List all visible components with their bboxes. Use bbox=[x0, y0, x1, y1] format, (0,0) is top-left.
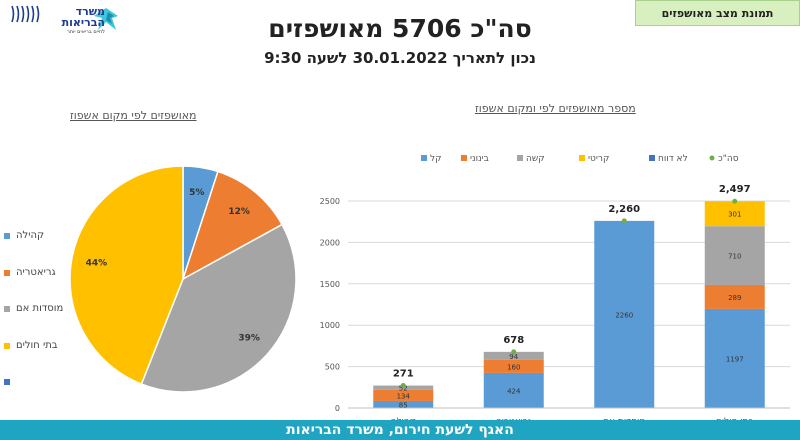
bar-chart-title: מספר מאושפזים לפי ומקום אשפוז bbox=[475, 102, 636, 115]
bar-segment-label: 301 bbox=[728, 211, 741, 219]
legend-swatch bbox=[4, 306, 10, 312]
legend-label: סה"כ bbox=[718, 154, 739, 164]
bar-segment-label: 160 bbox=[507, 363, 520, 371]
logo-line2: הבריאות bbox=[61, 16, 105, 29]
bar-segment-label: 134 bbox=[397, 392, 411, 400]
total-label: 271 bbox=[393, 369, 414, 380]
legend-label: קריטי bbox=[588, 154, 609, 164]
y-tick-label: 0 bbox=[335, 404, 340, 413]
bar-segment bbox=[704, 308, 765, 408]
logo-line3: לחיים בריאים יותר bbox=[66, 29, 105, 35]
bar-segment bbox=[704, 201, 765, 227]
total-label: 2,497 bbox=[719, 184, 751, 195]
legend-label: מוסדות אם bbox=[16, 303, 64, 314]
y-tick-label: 1500 bbox=[320, 280, 340, 289]
bar-segment-label: 85 bbox=[399, 401, 408, 409]
bar-segment-label: 1197 bbox=[726, 355, 744, 363]
total-marker bbox=[732, 198, 738, 204]
legend-label: בתי חולים bbox=[16, 339, 58, 351]
bar-segment-label: 710 bbox=[728, 253, 741, 261]
status-tag: תמונת מצב מאושפזים bbox=[635, 0, 800, 26]
total-label: 678 bbox=[503, 335, 524, 346]
pie-slice-1 bbox=[181, 170, 284, 281]
bar-segment bbox=[704, 284, 765, 309]
legend-swatch bbox=[461, 155, 467, 161]
footer-banner: האגף לשעת חירום, משרד הבריאות bbox=[0, 420, 800, 440]
page-title: סה"כ 5706 מאושפזים bbox=[268, 14, 532, 43]
bar-segment bbox=[373, 400, 434, 408]
pie-slice-3 bbox=[69, 165, 184, 386]
legend-swatch bbox=[649, 155, 655, 161]
y-tick-label: 1000 bbox=[320, 321, 340, 330]
legend-label: בינוני bbox=[470, 154, 489, 164]
bar-segment bbox=[483, 351, 544, 360]
pie-slice-label-2: 39% bbox=[238, 333, 260, 343]
y-tick-label: 2500 bbox=[320, 197, 340, 206]
total-label: 2,260 bbox=[608, 204, 640, 215]
page-subtitle: נכון לתאריך 30.01.2022 לשעה 9:30 bbox=[264, 49, 536, 67]
pie-chart-title: מאושפזים לפי מקום אשפוז bbox=[70, 109, 197, 122]
bar-segment-label: 2260 bbox=[615, 311, 633, 319]
legend-swatch bbox=[517, 155, 523, 161]
logo-emblem-icon bbox=[11, 5, 118, 30]
logo-text: משרד הבריאות לחיים בריאים יותר bbox=[55, 6, 105, 36]
bar-segment bbox=[483, 372, 544, 408]
pie-slice-label-3: 44% bbox=[86, 258, 108, 268]
bar-segment bbox=[483, 359, 544, 373]
legend-swatch bbox=[4, 379, 10, 385]
legend-label: קהילה bbox=[16, 230, 45, 241]
legend-swatch bbox=[421, 155, 427, 161]
total-marker bbox=[621, 218, 627, 224]
pie-slice-0 bbox=[182, 165, 219, 280]
bar-segment bbox=[373, 389, 434, 401]
total-marker bbox=[511, 349, 517, 355]
legend-swatch bbox=[4, 269, 10, 276]
bar-segment bbox=[594, 220, 655, 408]
bar-segment-label: 94 bbox=[509, 353, 518, 361]
pie-slice-2 bbox=[140, 223, 297, 393]
y-tick-label: 500 bbox=[325, 363, 340, 372]
legend-swatch bbox=[4, 342, 10, 349]
bar-segment-label: 424 bbox=[507, 387, 521, 395]
legend-swatch bbox=[579, 155, 585, 161]
legend-label: גריאטריה bbox=[16, 266, 56, 278]
legend-label: קשה bbox=[526, 154, 545, 164]
pie-slice-label-1: 12% bbox=[228, 207, 250, 217]
logo-line1: משרד bbox=[75, 5, 105, 18]
total-marker bbox=[400, 383, 406, 389]
y-tick-label: 2000 bbox=[320, 238, 340, 247]
legend-swatch bbox=[4, 233, 10, 239]
bar-segment bbox=[704, 226, 765, 285]
legend-marker-icon bbox=[709, 155, 715, 161]
bar-segment bbox=[373, 385, 434, 390]
ministry-logo: משרד הבריאות לחיים בריאים יותר bbox=[8, 2, 128, 36]
pie-slice-label-0: 5% bbox=[189, 188, 204, 198]
bar-segment-label: 289 bbox=[728, 294, 741, 302]
legend-label: לא דווח bbox=[658, 154, 688, 164]
legend-label: קל bbox=[430, 154, 442, 164]
bar-segment-label: 52 bbox=[399, 385, 408, 393]
